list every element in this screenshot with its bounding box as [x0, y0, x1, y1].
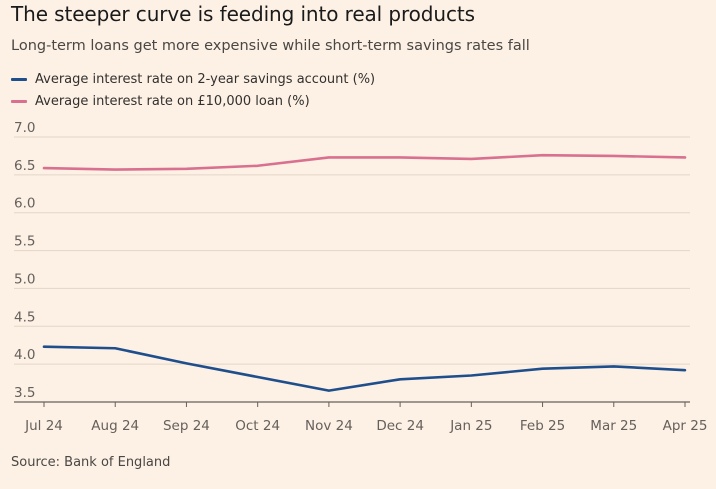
x-tick-label: Sep 24 [163, 418, 210, 434]
y-tick-label: 5.0 [14, 271, 35, 287]
y-tick-label: 6.0 [14, 196, 35, 212]
legend-swatch-loan [11, 99, 27, 103]
x-tick-label: Mar 25 [590, 418, 637, 434]
series-line-loan [42, 153, 687, 171]
legend-item-loan: Average interest rate on £10,000 loan (%… [11, 90, 375, 112]
y-tick-label: 5.5 [14, 234, 35, 250]
series-line-savings [42, 345, 687, 392]
y-tick-label: 3.5 [14, 385, 35, 401]
legend-item-savings: Average interest rate on 2-year savings … [11, 68, 375, 90]
x-tick-label: Jan 25 [449, 418, 492, 434]
y-tick-label: 4.5 [14, 309, 35, 325]
x-tick-label: Oct 24 [235, 418, 280, 434]
legend-swatch-savings [11, 77, 27, 81]
chart-source: Source: Bank of England [11, 455, 171, 470]
chart-title: The steeper curve is feeding into real p… [11, 2, 475, 26]
chart-subtitle: Long-term loans get more expensive while… [11, 38, 530, 54]
y-tick-label: 4.0 [14, 347, 35, 363]
x-tick-label: Dec 24 [376, 418, 424, 434]
line-chart: 7.0 6.5 6.0 5.5 5.0 4.5 4.0 3.5 Jul 24 Aug 24 Sep … [14, 120, 708, 434]
y-tick-label: 7.0 [14, 120, 35, 136]
x-tick-label: Aug 24 [91, 418, 139, 434]
x-tick-label: Nov 24 [305, 418, 353, 434]
x-tick-label: Jul 24 [24, 418, 63, 434]
legend-label-savings: Average interest rate on 2-year savings … [35, 71, 376, 87]
legend-label-loan: Average interest rate on £10,000 loan (%… [35, 93, 310, 109]
y-tick-label: 6.5 [14, 158, 35, 174]
chart-legend: Average interest rate on 2-year savings … [11, 68, 375, 112]
x-tick-label: Apr 25 [663, 418, 708, 434]
x-tick-label: Feb 25 [520, 418, 565, 434]
